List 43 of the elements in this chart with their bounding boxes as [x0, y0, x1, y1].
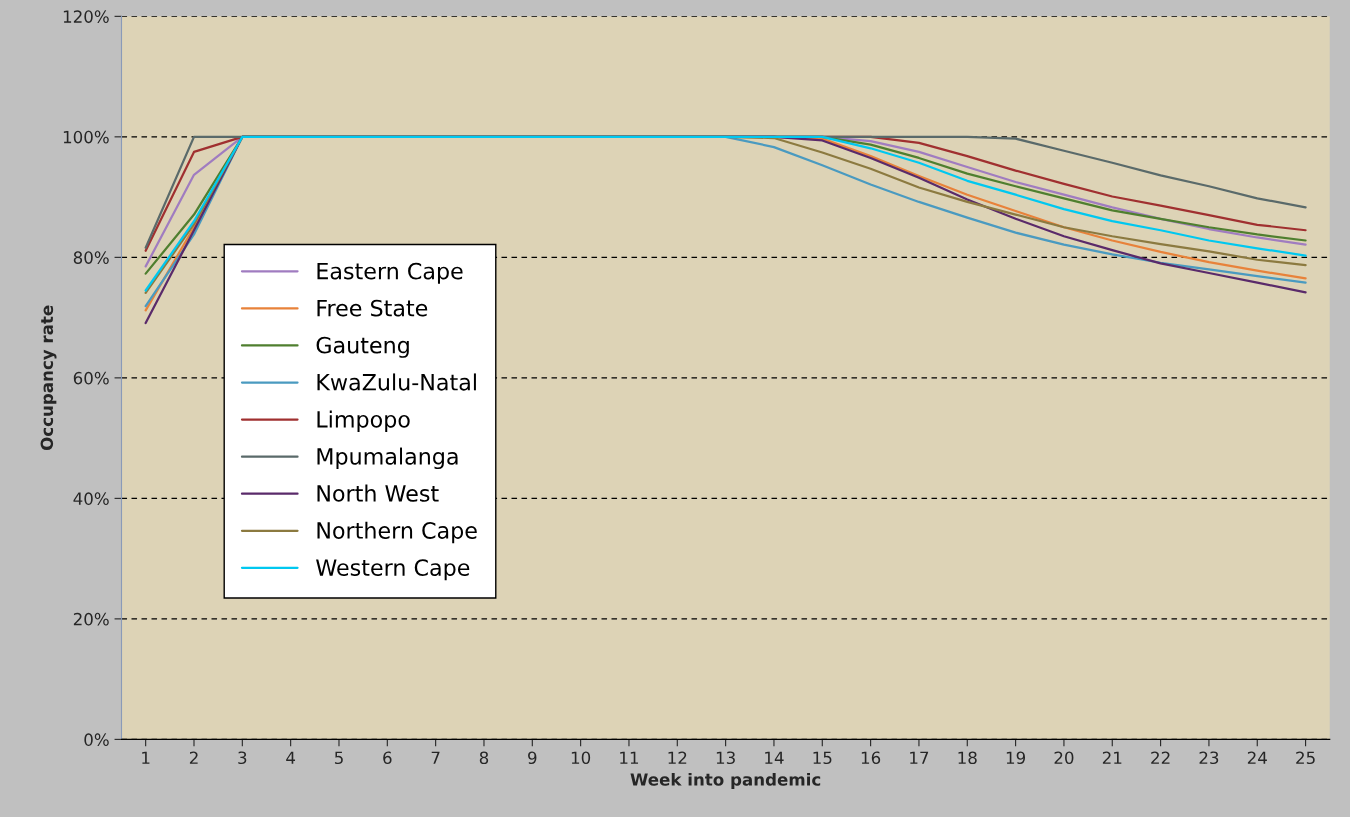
x-tick-label: 12 — [668, 751, 687, 764]
legend-label: Eastern Cape — [317, 262, 463, 284]
x-tick-label: 20 — [1054, 751, 1074, 765]
legend-label: Northern Cape — [317, 521, 477, 544]
legend-label: Limpopo — [317, 410, 410, 432]
x-tick-label: 7 — [431, 751, 440, 764]
x-tick-label: 11 — [620, 751, 639, 764]
y-tick-label: 120% — [63, 10, 109, 23]
legend-label: Gauteng — [316, 336, 409, 358]
x-axis-title: Week into pandemic — [630, 772, 821, 790]
x-tick-label: 5 — [334, 751, 343, 765]
x-tick-label: 15 — [813, 751, 832, 765]
x-tick-label: 14 — [765, 751, 784, 764]
y-tick-label: 20% — [73, 612, 109, 626]
y-tick-label: 40% — [73, 492, 109, 505]
x-tick-label: 1 — [142, 751, 150, 764]
x-tick-label: 19 — [1006, 751, 1026, 765]
x-tick-label: 23 — [1199, 751, 1219, 765]
x-tick-label: 25 — [1296, 751, 1315, 765]
legend-label: Western Cape — [316, 559, 470, 581]
legend-label: Mpumalanga — [317, 447, 458, 470]
x-tick-label: 24 — [1247, 751, 1267, 764]
y-tick-label: 100% — [63, 130, 109, 144]
x-tick-label: 18 — [958, 751, 977, 765]
x-tick-label: 22 — [1151, 751, 1170, 764]
legend-label: Free State — [317, 299, 428, 317]
y-tick-label: 80% — [73, 251, 109, 264]
x-tick-label: 10 — [571, 751, 591, 765]
legend-label: KwaZulu-Natal — [317, 373, 476, 391]
y-tick-label: 60% — [73, 371, 109, 385]
legend-label: North West — [317, 484, 439, 502]
y-tick-label: 0% — [84, 733, 109, 746]
x-tick-label: 21 — [1102, 751, 1122, 764]
x-tick-label: 9 — [528, 751, 537, 765]
x-tick-label: 17 — [910, 751, 929, 764]
x-tick-label: 16 — [861, 751, 881, 765]
x-tick-label: 13 — [716, 751, 735, 765]
x-tick-label: 4 — [286, 751, 296, 764]
x-tick-label: 6 — [383, 751, 392, 765]
y-axis-title: Occupancy rate — [40, 305, 57, 451]
x-tick-label: 3 — [238, 751, 247, 765]
x-tick-label: 8 — [479, 751, 489, 765]
x-tick-label: 2 — [189, 751, 198, 764]
